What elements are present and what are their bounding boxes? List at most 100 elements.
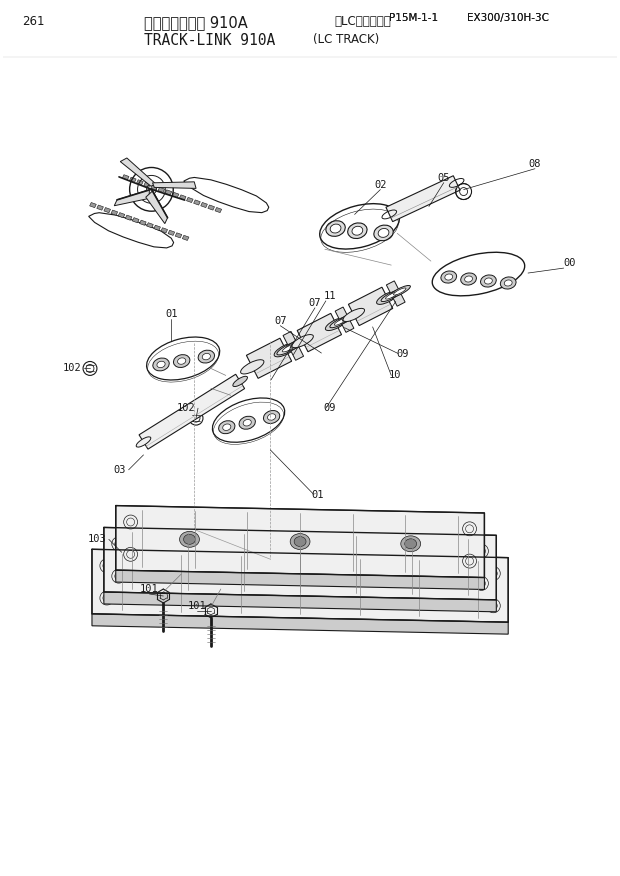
Polygon shape [246, 338, 291, 378]
Ellipse shape [202, 353, 210, 360]
Text: 10: 10 [389, 371, 402, 380]
Ellipse shape [223, 424, 231, 430]
Ellipse shape [326, 317, 347, 330]
Polygon shape [97, 205, 104, 210]
Polygon shape [215, 208, 221, 213]
Polygon shape [151, 185, 157, 190]
Text: 02: 02 [374, 180, 387, 189]
Text: 00: 00 [564, 258, 576, 268]
Ellipse shape [290, 555, 310, 572]
Polygon shape [104, 527, 497, 600]
Text: (LC TRACK): (LC TRACK) [313, 32, 379, 46]
Polygon shape [92, 549, 508, 622]
Text: TRACK-LINK 910A: TRACK-LINK 910A [144, 32, 276, 47]
Ellipse shape [378, 229, 389, 237]
Polygon shape [187, 197, 193, 202]
Ellipse shape [432, 252, 525, 296]
Ellipse shape [419, 583, 431, 593]
Ellipse shape [277, 341, 302, 355]
Ellipse shape [480, 275, 496, 287]
Ellipse shape [198, 350, 215, 363]
Polygon shape [283, 331, 304, 360]
Ellipse shape [381, 290, 402, 301]
Ellipse shape [177, 556, 188, 566]
Polygon shape [90, 202, 96, 208]
Ellipse shape [320, 203, 399, 249]
Ellipse shape [241, 360, 264, 374]
Ellipse shape [157, 361, 165, 368]
Polygon shape [184, 178, 269, 213]
Ellipse shape [464, 276, 472, 282]
Text: 05: 05 [438, 173, 450, 183]
Ellipse shape [264, 411, 280, 423]
Polygon shape [104, 208, 110, 213]
Text: 07: 07 [274, 315, 286, 326]
Ellipse shape [408, 558, 428, 574]
Text: 102: 102 [177, 403, 195, 413]
Text: 09: 09 [396, 349, 409, 358]
Ellipse shape [285, 336, 310, 351]
Polygon shape [153, 182, 196, 188]
Ellipse shape [334, 318, 347, 325]
Ellipse shape [166, 576, 185, 591]
Text: 09: 09 [324, 403, 336, 413]
Text: 102: 102 [63, 364, 81, 373]
Polygon shape [114, 189, 149, 206]
Polygon shape [161, 228, 167, 233]
Polygon shape [139, 374, 245, 449]
Ellipse shape [343, 308, 365, 321]
Polygon shape [144, 182, 151, 187]
Polygon shape [130, 177, 136, 182]
Polygon shape [111, 210, 118, 215]
Ellipse shape [294, 559, 306, 569]
Polygon shape [168, 230, 175, 236]
Polygon shape [125, 215, 132, 220]
Ellipse shape [282, 344, 296, 352]
Ellipse shape [146, 337, 219, 380]
Polygon shape [208, 205, 215, 210]
Polygon shape [386, 176, 460, 222]
Ellipse shape [461, 273, 476, 285]
Polygon shape [118, 213, 125, 218]
Ellipse shape [136, 437, 151, 447]
Text: EX300/310H-3C: EX300/310H-3C [467, 13, 549, 23]
Polygon shape [140, 220, 146, 225]
Ellipse shape [233, 377, 247, 386]
Text: P15M-1-1: P15M-1-1 [389, 13, 438, 23]
Text: トラックリンク 910A: トラックリンク 910A [144, 15, 248, 30]
Ellipse shape [243, 420, 251, 426]
Ellipse shape [330, 315, 352, 328]
Polygon shape [158, 187, 165, 193]
Text: 261: 261 [22, 15, 45, 28]
Ellipse shape [153, 358, 169, 371]
Ellipse shape [219, 420, 235, 434]
Ellipse shape [172, 554, 192, 569]
Ellipse shape [415, 580, 435, 597]
Ellipse shape [326, 221, 345, 237]
Polygon shape [116, 505, 484, 577]
Polygon shape [104, 592, 497, 611]
Text: 101: 101 [188, 601, 206, 611]
Polygon shape [146, 191, 167, 223]
Polygon shape [133, 217, 139, 223]
Ellipse shape [401, 536, 420, 552]
Text: P15M-1-1: P15M-1-1 [389, 13, 438, 23]
Polygon shape [120, 158, 156, 187]
Ellipse shape [330, 224, 341, 233]
Text: 01: 01 [165, 309, 177, 319]
Ellipse shape [274, 343, 298, 357]
Ellipse shape [412, 561, 424, 571]
Polygon shape [154, 225, 161, 230]
Polygon shape [136, 180, 143, 185]
Text: 01: 01 [312, 490, 324, 499]
Text: EX300/310H-3C: EX300/310H-3C [467, 13, 549, 23]
Ellipse shape [180, 532, 200, 548]
Ellipse shape [294, 581, 306, 590]
Ellipse shape [290, 533, 310, 549]
Polygon shape [89, 213, 174, 248]
Ellipse shape [441, 271, 456, 283]
Ellipse shape [504, 280, 512, 286]
Ellipse shape [484, 278, 492, 284]
Text: 08: 08 [529, 159, 541, 169]
Polygon shape [122, 174, 129, 180]
